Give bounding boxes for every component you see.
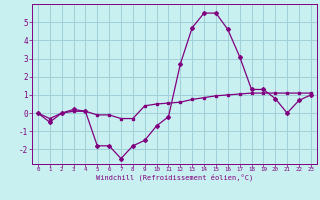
X-axis label: Windchill (Refroidissement éolien,°C): Windchill (Refroidissement éolien,°C) [96, 174, 253, 181]
